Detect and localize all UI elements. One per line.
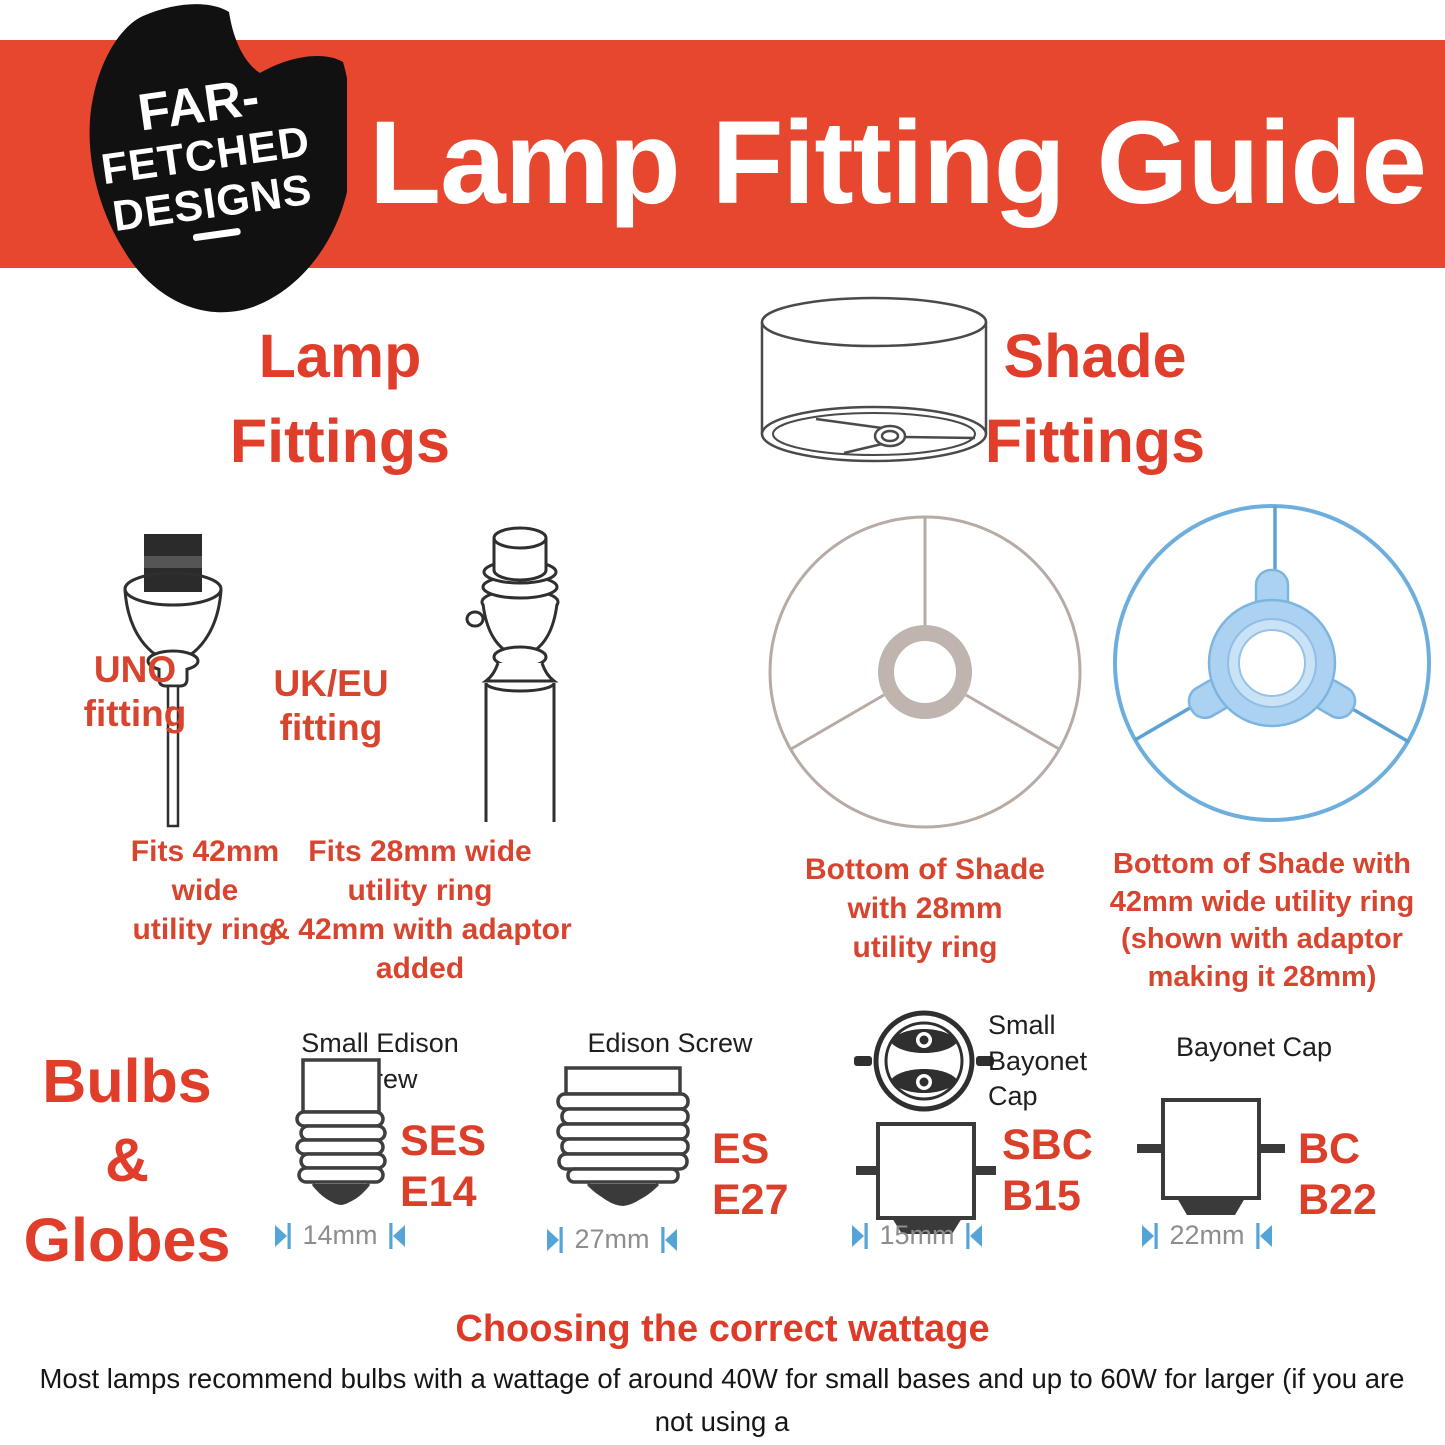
wattage-body: Most lamps recommend bulbs with a wattag…	[39, 1363, 1405, 1437]
es-size: 27mm	[574, 1224, 650, 1254]
dimension-right-marker-icon	[965, 1222, 982, 1249]
ukeu-fitting-caption: Fits 28mm wide utility ring & 42mm with …	[268, 835, 572, 985]
small-edison-screw-icon	[295, 1058, 387, 1205]
ukeu-fitting-label: UK/EU fitting	[273, 663, 389, 748]
shade-ring-28mm-illustration	[765, 512, 1085, 832]
sbc-code: SBC B15	[1002, 1121, 1093, 1220]
edison-screw-icon	[556, 1066, 690, 1206]
ses-size: 14mm	[302, 1220, 378, 1250]
sbc-size-row: 15mm	[847, 1220, 987, 1251]
bayonet-cap-icon	[1137, 1098, 1285, 1215]
es-illustration	[548, 1062, 698, 1222]
es-code: ES E27	[712, 1125, 789, 1224]
dimension-left-marker-icon	[275, 1222, 292, 1249]
bc-illustration	[1135, 1096, 1285, 1224]
dimension-left-marker-icon	[852, 1222, 869, 1249]
wattage-heading: Choosing the correct wattage	[455, 1308, 990, 1350]
uno-fitting-label: UNO fitting	[83, 649, 187, 734]
logo-blob-icon: FAR- FETCHED DESIGNS	[89, 4, 347, 313]
bulbs-globes-heading: Bulbs & Globes	[23, 1047, 231, 1274]
small-bayonet-cap-icon	[854, 1010, 996, 1234]
dimension-left-marker-icon	[1142, 1222, 1159, 1249]
ses-code: SES E14	[400, 1117, 487, 1216]
es-label: Edison Screw	[587, 1028, 753, 1058]
ses-size-row: 14mm	[270, 1220, 410, 1251]
brand-logo: FAR- FETCHED DESIGNS	[55, 0, 347, 320]
sbc-illustration	[852, 1006, 1002, 1238]
bc-code: BC B22	[1298, 1125, 1377, 1224]
shade-ring-28mm-caption: Bottom of Shade with 28mm utility ring	[805, 853, 1045, 964]
shade-ring-42mm-caption: Bottom of Shade with 42mm wide utility r…	[1109, 848, 1415, 994]
shade-ring-42mm-adaptor-illustration	[1102, 498, 1442, 838]
sbc-label: Small Bayonet Cap	[988, 1010, 1088, 1112]
uno-fitting-illustration	[118, 528, 228, 828]
es-size-row: 27mm	[542, 1224, 682, 1255]
uno-fitting-caption: Fits 42mm wide utility ring	[130, 835, 280, 946]
ukeu-fitting-illustration	[450, 522, 590, 832]
dimension-right-marker-icon	[388, 1222, 405, 1249]
shade-ring-28mm-icon	[768, 515, 1082, 829]
shade-fittings-heading: Shade Fittings	[984, 322, 1206, 476]
dimension-right-marker-icon	[1255, 1222, 1272, 1249]
uno-socket-icon	[123, 534, 223, 828]
drum-shade-illustration	[752, 292, 997, 492]
shade-ring-42mm-icon	[1113, 504, 1431, 822]
ses-illustration	[283, 1056, 398, 1224]
page-title: Lamp Fitting Guide	[368, 97, 1427, 229]
bc-size: 22mm	[1169, 1220, 1245, 1250]
drum-lampshade-icon	[760, 296, 988, 463]
dimension-right-marker-icon	[660, 1226, 677, 1253]
lamp-fittings-heading: Lamp Fittings	[229, 322, 451, 476]
sbc-size: 15mm	[879, 1220, 955, 1250]
bayonet-socket-icon	[465, 526, 560, 822]
dimension-left-marker-icon	[547, 1226, 564, 1253]
bc-label: Bayonet Cap	[1175, 1032, 1333, 1062]
bc-size-row: 22mm	[1137, 1220, 1277, 1251]
